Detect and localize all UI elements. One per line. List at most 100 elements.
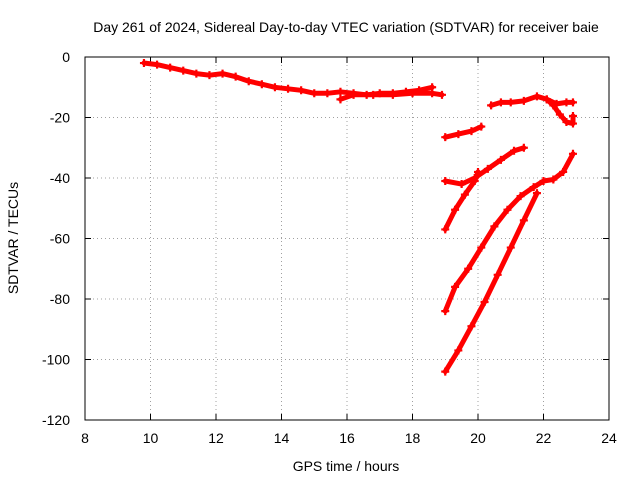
data-point bbox=[179, 66, 188, 75]
data-point bbox=[568, 149, 577, 158]
data-point bbox=[562, 118, 571, 127]
data-point bbox=[470, 177, 479, 186]
data-point bbox=[467, 322, 476, 331]
y-tick-label: -20 bbox=[50, 110, 70, 126]
data-point bbox=[568, 111, 577, 120]
series-line bbox=[442, 145, 527, 187]
data-point bbox=[496, 98, 505, 107]
data-point bbox=[490, 222, 499, 231]
y-tick-label: -40 bbox=[50, 170, 70, 186]
data-point bbox=[477, 243, 486, 252]
data-point bbox=[451, 205, 460, 214]
data-point bbox=[542, 95, 551, 104]
x-tick-label: 10 bbox=[143, 430, 159, 446]
data-point bbox=[532, 189, 541, 198]
series-track-5 bbox=[441, 167, 482, 234]
data-point bbox=[231, 72, 240, 81]
data-point bbox=[270, 83, 279, 92]
data-point bbox=[559, 167, 568, 176]
data-point bbox=[336, 87, 345, 96]
data-point bbox=[467, 127, 476, 136]
data-point bbox=[441, 133, 450, 142]
data-point bbox=[539, 177, 548, 186]
data-point bbox=[139, 59, 148, 68]
data-point bbox=[388, 90, 397, 99]
data-point bbox=[336, 95, 345, 104]
x-tick-label: 16 bbox=[339, 430, 355, 446]
data-point bbox=[441, 307, 450, 316]
y-tick-label: -120 bbox=[42, 412, 70, 428]
data-point bbox=[529, 183, 538, 192]
x-tick-label: 14 bbox=[274, 430, 290, 446]
data-point bbox=[519, 216, 528, 225]
data-point bbox=[428, 89, 437, 98]
data-point bbox=[506, 243, 515, 252]
data-point bbox=[457, 180, 466, 189]
data-point bbox=[549, 101, 558, 110]
data-point bbox=[323, 89, 332, 98]
series-track-3 bbox=[487, 92, 577, 110]
data-series bbox=[139, 59, 577, 376]
data-point bbox=[568, 119, 577, 128]
data-point bbox=[408, 89, 417, 98]
x-tick-label: 12 bbox=[208, 430, 224, 446]
y-tick-label: -80 bbox=[50, 291, 70, 307]
y-tick-label: 0 bbox=[62, 49, 70, 65]
data-point bbox=[349, 90, 358, 99]
data-point bbox=[480, 298, 489, 307]
data-point bbox=[483, 164, 492, 173]
data-point bbox=[441, 367, 450, 376]
data-point bbox=[166, 63, 175, 72]
series-line bbox=[488, 93, 576, 108]
y-tick-labels: 0 -20 -40 -60 -80 -100 -120 bbox=[42, 49, 70, 428]
data-point bbox=[297, 86, 306, 95]
series-line bbox=[442, 151, 576, 314]
x-tick-label: 18 bbox=[405, 430, 421, 446]
x-tick-label: 20 bbox=[470, 430, 486, 446]
x-tick-label: 8 bbox=[81, 430, 89, 446]
y-axis-label: SDTVAR / TECUs bbox=[5, 182, 21, 294]
data-point bbox=[205, 71, 214, 80]
x-tick-label: 24 bbox=[601, 430, 617, 446]
data-point bbox=[532, 92, 541, 101]
data-point bbox=[310, 89, 319, 98]
data-point bbox=[369, 90, 378, 99]
data-point bbox=[506, 98, 515, 107]
x-tick-labels: 8 10 12 14 16 18 20 22 24 bbox=[81, 430, 617, 446]
y-tick-label: -60 bbox=[50, 231, 70, 247]
data-point bbox=[519, 96, 528, 105]
data-point bbox=[487, 101, 496, 110]
y-tick-label: -100 bbox=[42, 352, 70, 368]
data-point bbox=[454, 346, 463, 355]
data-point bbox=[153, 60, 162, 69]
data-point bbox=[451, 282, 460, 291]
series-line bbox=[442, 190, 540, 375]
series-track-7 bbox=[441, 189, 541, 376]
data-point bbox=[516, 192, 525, 201]
data-point bbox=[510, 146, 519, 155]
data-point bbox=[474, 167, 482, 176]
series-track-2 bbox=[441, 122, 486, 142]
data-point bbox=[257, 80, 266, 89]
series-track-1-lower bbox=[336, 89, 446, 104]
data-point bbox=[284, 84, 293, 93]
data-point bbox=[477, 122, 486, 131]
data-point bbox=[519, 143, 528, 152]
data-point bbox=[454, 130, 463, 139]
data-point bbox=[192, 69, 201, 78]
data-point bbox=[460, 190, 469, 199]
data-point bbox=[493, 270, 502, 279]
series-track-4 bbox=[441, 143, 528, 189]
data-point bbox=[441, 177, 450, 186]
data-point bbox=[441, 225, 450, 234]
plot-frame bbox=[84, 56, 610, 421]
data-point bbox=[218, 69, 227, 78]
series-line bbox=[442, 124, 484, 140]
x-axis-label: GPS time / hours bbox=[293, 458, 400, 474]
series-track-6 bbox=[441, 149, 577, 316]
grid-lines bbox=[85, 57, 609, 420]
data-point bbox=[503, 205, 512, 214]
data-point bbox=[464, 264, 473, 273]
series-track-3-tail bbox=[542, 95, 577, 128]
